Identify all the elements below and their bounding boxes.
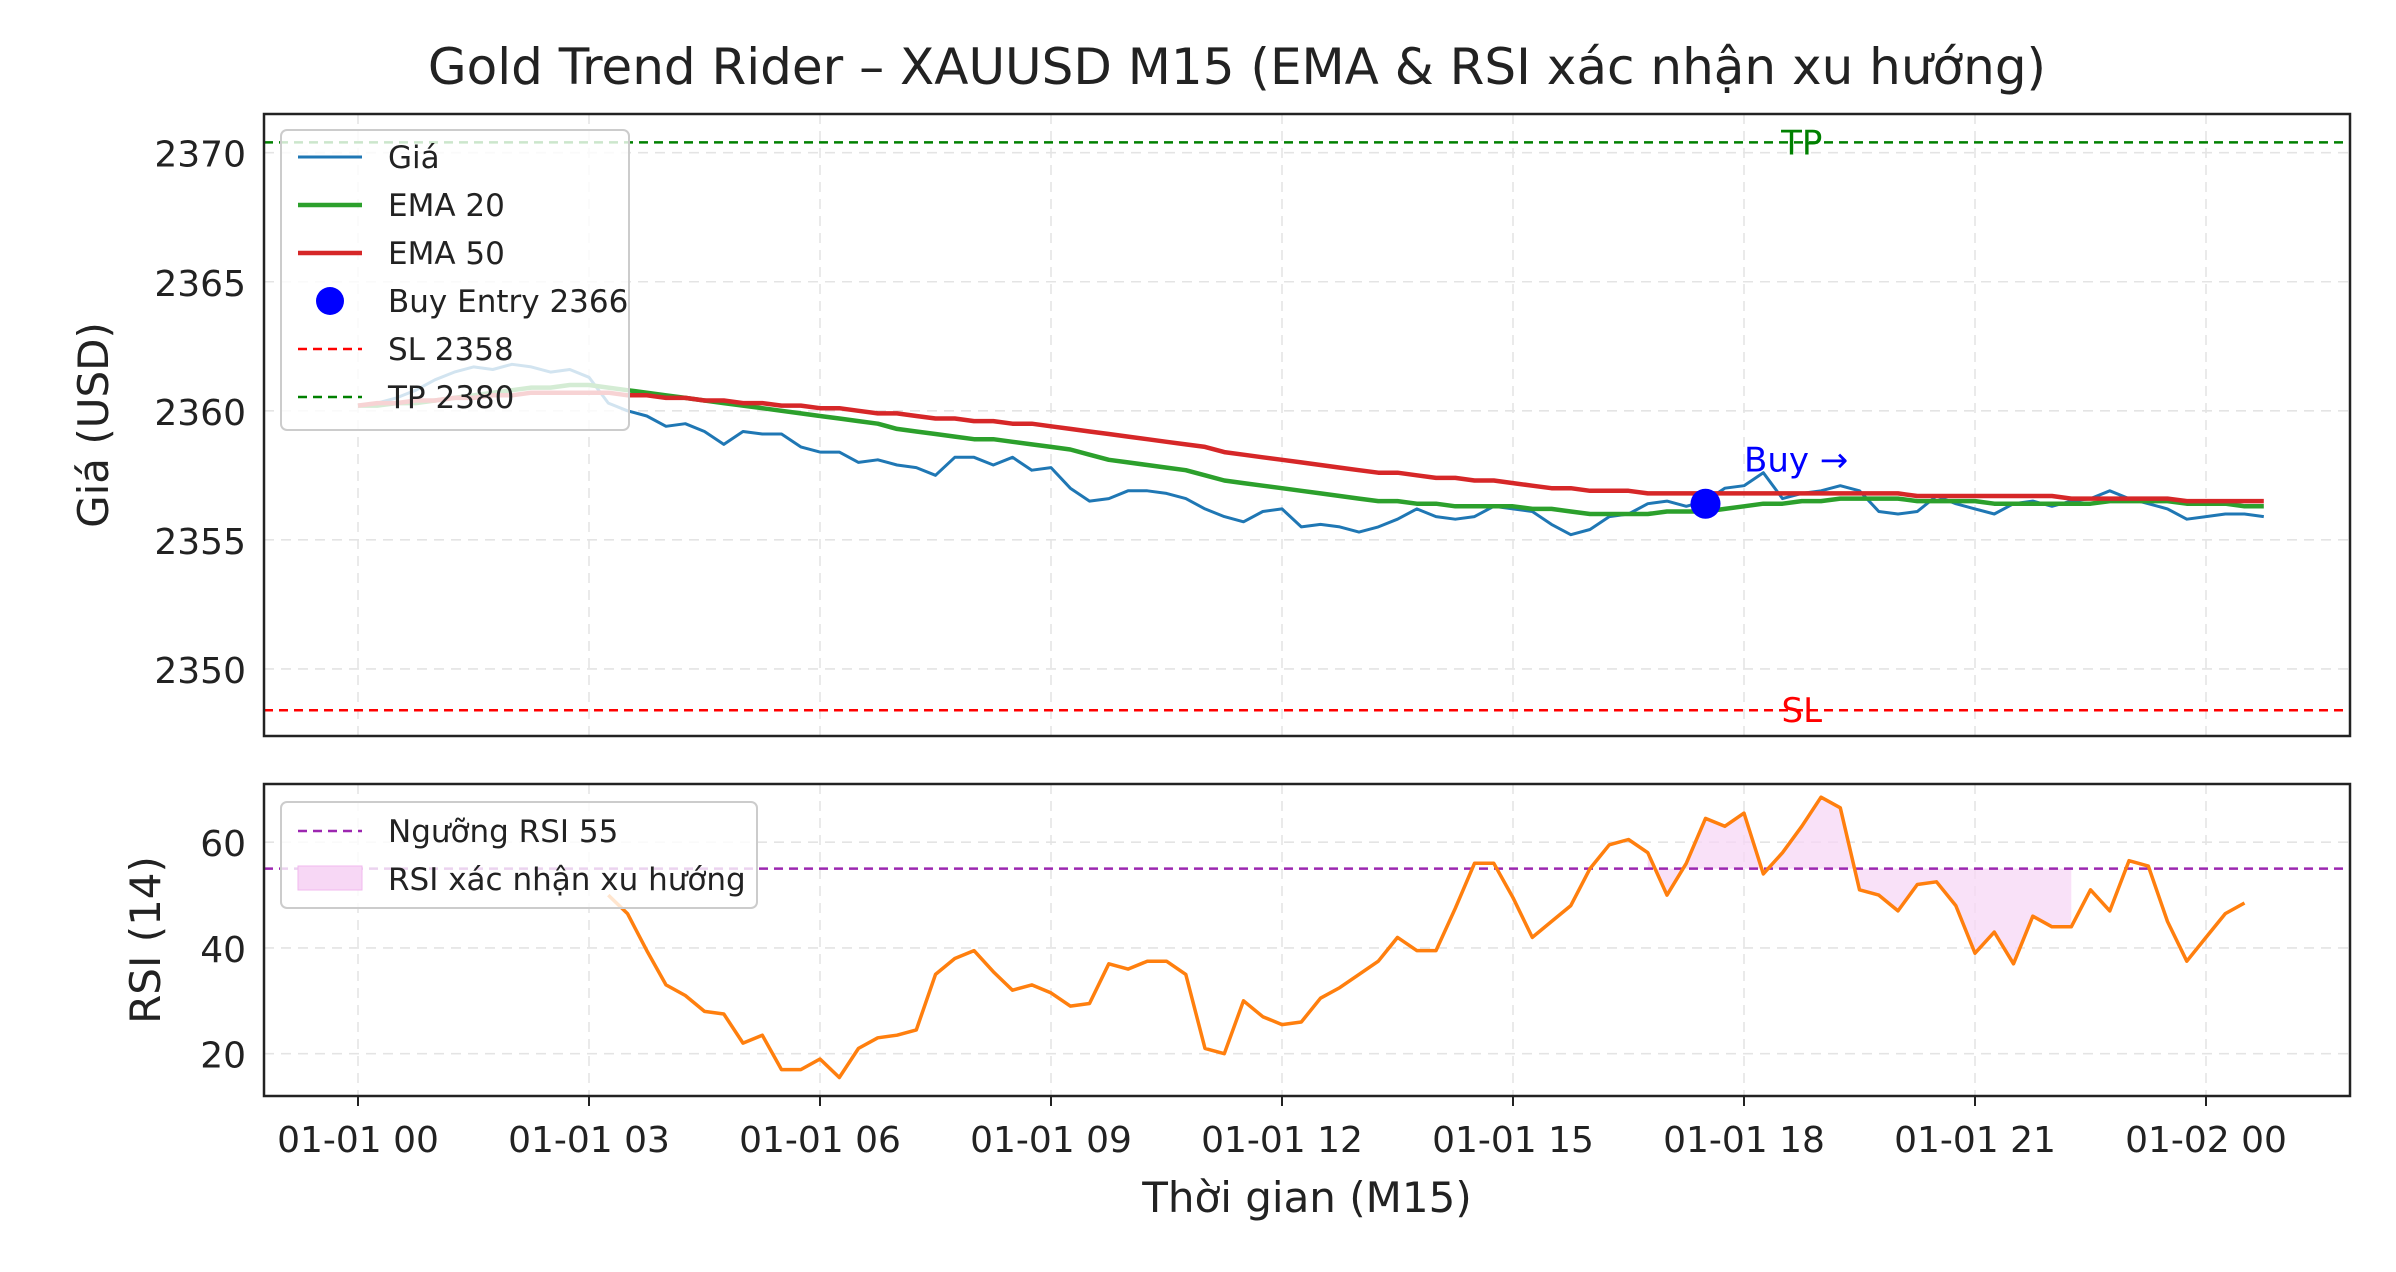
price-y-tick-label: 2355 (154, 522, 246, 563)
rsi-y-tick-label: 40 (200, 930, 246, 971)
x-tick-label: 01-01 18 (1663, 1120, 1825, 1161)
x-tick-label: 01-01 12 (1201, 1120, 1363, 1161)
price-y-axis-label: Giá (USD) (69, 322, 118, 528)
x-tick-label: 01-02 00 (2125, 1120, 2287, 1161)
legend-swatch-marker (316, 287, 344, 315)
legend-label: EMA 50 (388, 236, 505, 272)
price-panel: SL TP Buy → 2350 2355 2360 2365 2370 Giá (USD… (69, 112, 2352, 738)
x-tick-label: 01-01 06 (739, 1120, 901, 1161)
x-tick-label: 01-01 21 (1894, 1120, 2056, 1161)
rsi-series (607, 795, 2246, 1080)
rsi-confirmation-area (1647, 797, 2072, 964)
rsi-x-ticks: 01-01 00 01-01 03 01-01 06 01-01 09 01-01 12… (277, 1096, 2287, 1161)
hline-label-sl: SL (1781, 691, 1822, 731)
buy-entry-marker (1690, 488, 1721, 519)
legend-label: Giá (388, 140, 440, 176)
rsi-y-tick-label: 20 (200, 1036, 246, 1077)
rsi-line (607, 795, 2246, 1080)
price-y-ticks: 2350 2355 2360 2365 2370 (154, 135, 246, 692)
rsi-confirmation-fill (1647, 797, 2072, 964)
legend-label: TP 2380 (387, 380, 514, 416)
price-legend-box (280, 129, 630, 431)
legend-label: Buy Entry 2366 (388, 284, 628, 320)
x-tick-label: 01-01 15 (1432, 1120, 1594, 1161)
rsi-y-tick-label: 60 (200, 824, 246, 865)
x-tick-label: 01-01 03 (508, 1120, 670, 1161)
price-annotations: Buy → (1744, 440, 1848, 480)
price-y-tick-label: 2350 (154, 651, 246, 692)
x-tick-label: 01-01 00 (277, 1120, 439, 1161)
legend-label-fill: RSI xác nhận xu hướng (388, 862, 746, 898)
legend-label: SL 2358 (388, 332, 514, 368)
buy-annotation: Buy → (1744, 440, 1848, 480)
price-y-tick-label: 2365 (154, 264, 246, 305)
price-y-tick-label: 2360 (154, 393, 246, 434)
price-series (357, 362, 2265, 537)
price-markers (1690, 488, 1721, 519)
hline-label-tp: TP (1780, 123, 1822, 163)
chart-title: Gold Trend Rider – XAUUSD M15 (EMA & RSI… (428, 38, 2046, 96)
legend-label: EMA 20 (388, 188, 505, 224)
x-tick-label: 01-01 09 (970, 1120, 1132, 1161)
rsi-axes-frame (262, 782, 2352, 1098)
x-axis-label: Thời gian (M15) (1141, 1173, 1471, 1222)
legend-swatch-fill (297, 865, 363, 891)
price-axes-frame (262, 112, 2352, 738)
rsi-y-ticks: 20 40 60 (200, 824, 246, 1077)
legend-label-threshold: Ngưỡng RSI 55 (388, 814, 618, 850)
rsi-legend: Ngưỡng RSI 55 RSI xác nhận xu hướng (280, 801, 758, 909)
rsi-y-axis-label: RSI (14) (121, 856, 170, 1024)
price-legend: Giá EMA 20 EMA 50 Buy Entry 2366 SL 2358 TP 2… (280, 129, 630, 431)
rsi-legend-box (280, 801, 758, 909)
series-line-ema-50 (357, 390, 2264, 504)
price-y-tick-label: 2370 (154, 135, 246, 176)
